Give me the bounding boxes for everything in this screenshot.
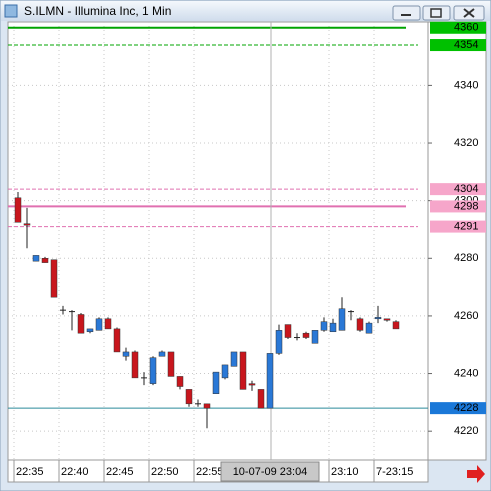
candle-body (185, 389, 193, 405)
candle-body (86, 328, 94, 333)
y-tick-label: 4260 (454, 310, 478, 322)
candle-body (284, 324, 292, 338)
candle-body (167, 351, 175, 377)
candle-body (32, 255, 40, 262)
candle-body (212, 371, 220, 394)
candle-body (356, 318, 364, 331)
candle-body (257, 389, 265, 409)
y-tick-label: 4280 (454, 252, 478, 264)
candle-body (203, 403, 211, 409)
candle-body (158, 351, 166, 357)
level-label: 4298 (454, 200, 478, 212)
time-axis (7, 459, 429, 483)
candle-body (122, 351, 130, 357)
candle-body (230, 351, 238, 367)
y-tick-label: 4320 (454, 137, 478, 149)
level-label-box (430, 21, 486, 34)
level-label: 4360 (454, 22, 478, 34)
candle-body (338, 308, 346, 331)
y-axis: 4220424042604280430043204340436043544304… (428, 22, 486, 437)
maximize-icon (430, 8, 442, 18)
candle-body (311, 330, 319, 344)
y-tick-label: 4340 (454, 79, 478, 91)
candle-body (383, 318, 391, 321)
window-buttons (392, 5, 485, 21)
candle-body (221, 364, 229, 379)
x-tick-label: 22:40 (61, 466, 89, 478)
candle-body (392, 321, 400, 330)
level-label: 4291 (454, 220, 478, 232)
candle-body (95, 318, 103, 331)
minimize-button[interactable] (392, 5, 421, 21)
level-label-box (430, 39, 486, 52)
x-axis: 22:35 22:40 22:45 22:50 22:55 23:10 7-23:15 (13, 460, 413, 482)
x-tick-label: 23:10 (331, 466, 359, 478)
level-label: 4228 (454, 402, 478, 414)
candle-body (329, 322, 337, 333)
level-label-box (430, 220, 486, 233)
level-label-box (430, 200, 486, 213)
candle-body (302, 332, 310, 338)
x-tick-label: 22:55 (196, 466, 224, 478)
y-tick-label: 4240 (454, 367, 478, 379)
y-tick-label: 4220 (454, 425, 478, 437)
candle-body (131, 351, 139, 379)
candle-body (320, 321, 328, 331)
candle-body (248, 383, 256, 386)
x-tick-label: 22:35 (16, 466, 44, 478)
candle-body (374, 317, 382, 320)
x-tick-label: 7-23:15 (376, 466, 413, 478)
title-bar (1, 1, 490, 21)
candle-body (149, 357, 157, 384)
scroll-arrow[interactable] (467, 465, 485, 483)
level-label-box (430, 402, 486, 415)
candle-body (176, 376, 184, 387)
level-label-box (430, 183, 486, 196)
candle-body (77, 314, 85, 334)
plot-area (7, 21, 429, 461)
candle-body (266, 353, 274, 409)
maximize-button[interactable] (422, 5, 451, 21)
crosshair-label: 10-07-09 23:04 (233, 466, 308, 478)
level-label: 4354 (454, 39, 478, 51)
window-title: S.ILMN - Illumina Inc, 1 Min (24, 4, 171, 18)
price-axis (427, 21, 487, 461)
candle-body (23, 223, 31, 226)
crosshair-label-box (220, 461, 320, 482)
candle-body (113, 328, 121, 353)
level-label: 4304 (454, 183, 478, 195)
candle-body (14, 197, 22, 223)
candle-body (50, 259, 58, 298)
window-icon (4, 4, 18, 18)
x-tick-label: 22:45 (106, 466, 134, 478)
candle-body (104, 318, 112, 330)
x-tick-label: 22:50 (151, 466, 179, 478)
candle-body (275, 330, 283, 354)
candle-body (365, 322, 373, 334)
candle-body (239, 351, 247, 390)
close-icon (463, 8, 475, 18)
plot (8, 22, 428, 460)
candle-body (41, 258, 49, 263)
